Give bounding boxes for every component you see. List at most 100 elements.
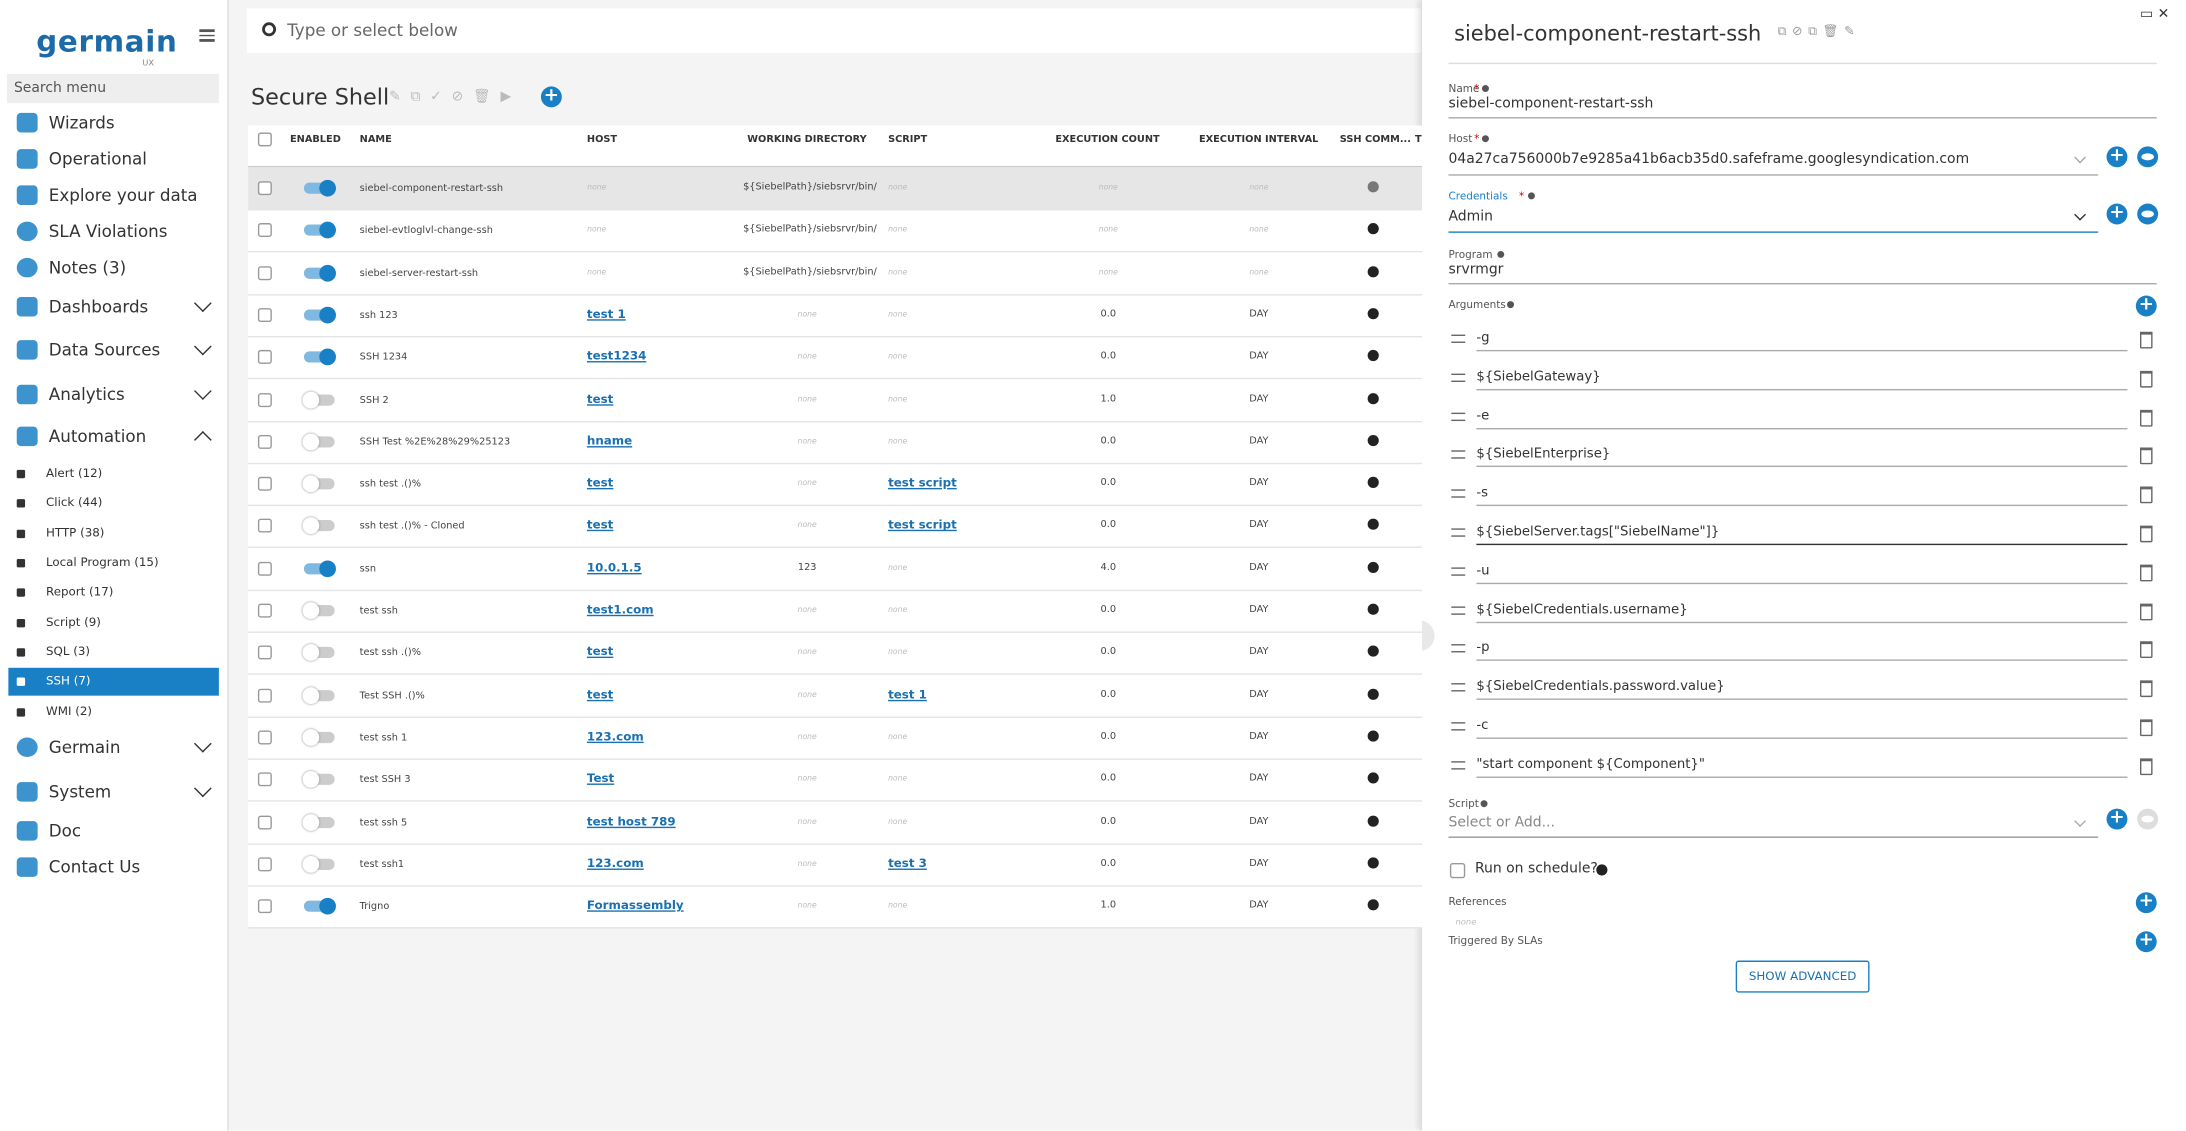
info-icon[interactable] bbox=[1367, 645, 1379, 658]
menu-item[interactable]: Wizards bbox=[48, 112, 115, 133]
field-value[interactable]: Admin bbox=[1448, 209, 1493, 225]
submenu-item[interactable]: Click (44) bbox=[46, 496, 103, 511]
link-cell[interactable]: Formassembly bbox=[586, 899, 684, 914]
field-value[interactable]: siebel-component-restart-ssh bbox=[1448, 96, 1654, 112]
toggle[interactable] bbox=[302, 813, 335, 831]
drag-handle[interactable] bbox=[1451, 644, 1466, 653]
column-header[interactable]: EXECUTION INTERVAL bbox=[1198, 133, 1319, 145]
row-checkbox[interactable] bbox=[257, 519, 272, 534]
menu-item[interactable]: System bbox=[48, 782, 112, 802]
menu-item[interactable]: Automation bbox=[48, 426, 147, 447]
toggle[interactable] bbox=[302, 771, 335, 788]
add-argument[interactable]: + bbox=[2135, 295, 2157, 317]
argument-value[interactable]: -c bbox=[1476, 717, 1489, 734]
drag-handle[interactable] bbox=[1451, 334, 1466, 343]
toggle[interactable] bbox=[302, 517, 335, 535]
submenu-item[interactable]: SSH (7) bbox=[46, 674, 91, 689]
add-button[interactable]: + bbox=[540, 86, 562, 108]
info-icon[interactable] bbox=[1367, 688, 1379, 700]
menu-item[interactable]: Doc bbox=[48, 821, 82, 841]
info-icon[interactable] bbox=[1367, 857, 1379, 869]
submenu-item[interactable]: Alert (12) bbox=[46, 467, 103, 481]
drag-handle[interactable] bbox=[1451, 760, 1466, 770]
row-checkbox[interactable] bbox=[257, 434, 272, 449]
submenu-item[interactable]: Local Program (15) bbox=[46, 556, 159, 571]
argument-value[interactable]: -g bbox=[1476, 330, 1490, 346]
link-cell[interactable]: test script bbox=[888, 476, 957, 491]
column-header[interactable]: SCRIPT bbox=[888, 133, 928, 145]
info-icon[interactable] bbox=[1367, 307, 1379, 320]
link-cell[interactable]: test bbox=[586, 688, 614, 703]
argument-value[interactable]: ${SiebelCredentials.username} bbox=[1476, 601, 1688, 618]
row-checkbox[interactable] bbox=[257, 265, 272, 280]
link-cell[interactable]: test 1 bbox=[888, 688, 927, 703]
argument-value[interactable]: -e bbox=[1476, 407, 1490, 424]
row-checkbox[interactable] bbox=[257, 392, 272, 407]
info-icon[interactable] bbox=[1367, 603, 1379, 615]
schedule-label[interactable]: Run on schedule? bbox=[1474, 861, 1598, 877]
link-cell[interactable]: test 3 bbox=[888, 857, 927, 872]
info-icon[interactable] bbox=[1367, 814, 1379, 827]
delete-argument[interactable] bbox=[2139, 525, 2153, 543]
info-icon[interactable] bbox=[1367, 561, 1379, 573]
toggle[interactable] bbox=[303, 179, 336, 197]
column-header[interactable]: NAME bbox=[359, 133, 392, 145]
submenu-item[interactable]: SQL (3) bbox=[46, 645, 91, 660]
link-cell[interactable]: Test bbox=[586, 772, 615, 787]
delete-argument[interactable] bbox=[2139, 758, 2153, 775]
toggle[interactable] bbox=[302, 686, 335, 704]
delete-argument[interactable] bbox=[2139, 448, 2153, 465]
submenu-item[interactable]: Report (17) bbox=[46, 585, 114, 600]
toggle[interactable] bbox=[303, 897, 336, 915]
add-button[interactable]: + bbox=[2106, 203, 2128, 225]
column-header[interactable]: EXECUTION COUNT bbox=[1055, 133, 1160, 145]
link-cell[interactable]: test host 789 bbox=[586, 814, 676, 829]
row-checkbox[interactable] bbox=[257, 223, 272, 238]
row-checkbox[interactable] bbox=[257, 181, 272, 196]
row-checkbox[interactable] bbox=[257, 350, 272, 365]
delete-argument[interactable] bbox=[2139, 486, 2153, 504]
drag-handle[interactable] bbox=[1451, 412, 1466, 421]
menu-search[interactable] bbox=[6, 73, 219, 104]
info-icon[interactable] bbox=[1367, 476, 1379, 489]
row-checkbox[interactable] bbox=[257, 561, 272, 576]
menu-item[interactable]: SLA Violations bbox=[48, 221, 168, 242]
submenu-item[interactable]: WMI (2) bbox=[46, 705, 93, 720]
toggle[interactable] bbox=[303, 222, 336, 239]
link-cell[interactable]: test1.com bbox=[586, 603, 654, 618]
field-value[interactable]: srvrmgr bbox=[1448, 262, 1504, 278]
view-button[interactable] bbox=[2137, 146, 2159, 168]
column-header[interactable]: ENABLED bbox=[289, 133, 341, 145]
delete-argument[interactable] bbox=[2139, 564, 2153, 582]
info-icon[interactable] bbox=[1367, 519, 1379, 531]
toggle[interactable] bbox=[302, 855, 335, 873]
topbar-search[interactable]: Type or select below bbox=[287, 20, 458, 41]
view-button[interactable] bbox=[2137, 808, 2159, 830]
row-checkbox[interactable] bbox=[257, 772, 272, 787]
field-value[interactable]: 04a27ca756000b7e9285a41b6acb35d0.safefra… bbox=[1448, 151, 1970, 168]
link-cell[interactable]: test bbox=[586, 519, 614, 534]
row-checkbox[interactable] bbox=[257, 899, 272, 914]
menu-item[interactable]: Data Sources bbox=[48, 340, 161, 360]
toggle[interactable] bbox=[303, 348, 336, 366]
add-button[interactable]: + bbox=[2106, 808, 2128, 830]
drag-handle[interactable] bbox=[1451, 605, 1466, 615]
argument-value[interactable]: ${SiebelEnterprise} bbox=[1476, 446, 1611, 463]
argument-value[interactable]: -u bbox=[1476, 562, 1490, 579]
info-icon[interactable] bbox=[1367, 730, 1379, 742]
menu-item[interactable]: Notes (3) bbox=[48, 257, 127, 278]
menu-item[interactable]: Operational bbox=[48, 149, 147, 169]
info-icon[interactable] bbox=[1367, 899, 1379, 911]
drag-handle[interactable] bbox=[1451, 722, 1466, 731]
drag-handle[interactable] bbox=[1451, 567, 1466, 576]
toggle[interactable] bbox=[303, 560, 336, 577]
info-icon[interactable] bbox=[1367, 181, 1379, 193]
link-cell[interactable]: hname bbox=[586, 434, 633, 449]
schedule-checkbox[interactable] bbox=[1449, 862, 1466, 879]
add-reference[interactable]: + bbox=[2135, 892, 2157, 914]
toggle[interactable] bbox=[302, 644, 335, 662]
link-cell[interactable]: 10.0.1.5 bbox=[586, 561, 642, 576]
info-icon[interactable] bbox=[1367, 223, 1379, 235]
row-checkbox[interactable] bbox=[257, 814, 272, 829]
add-button[interactable]: + bbox=[2106, 146, 2128, 168]
